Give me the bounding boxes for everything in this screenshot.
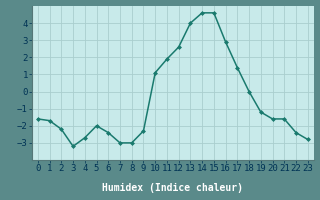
Text: Humidex (Indice chaleur): Humidex (Indice chaleur) [102,183,243,193]
